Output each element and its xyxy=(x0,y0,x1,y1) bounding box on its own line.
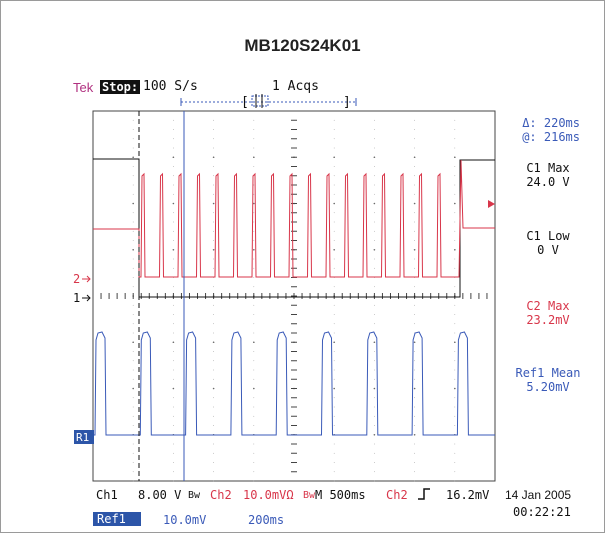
ch2-ground-marker[interactable]: 2 xyxy=(73,272,91,286)
ref1-time: 200ms xyxy=(248,513,285,527)
ch2-label[interactable]: Ch2 xyxy=(210,488,232,502)
date-display: 14 Jan 2005 xyxy=(505,488,572,502)
measurement-3-label: C2 Max xyxy=(526,299,570,313)
acquisition-state: Stop: xyxy=(100,80,141,94)
ch1-marker-label: 1 xyxy=(73,291,80,305)
measurement-4-value: 5.20mV xyxy=(526,380,570,394)
measurement-2-label: C1 Low xyxy=(526,229,570,243)
time-display: 00:22:21 xyxy=(513,505,571,519)
bw-limit-icon: Bw xyxy=(188,490,201,501)
svg-text:[: [ xyxy=(241,95,249,110)
ref1-label[interactable]: Ref1 xyxy=(93,512,141,526)
cursor-delta: Δ: 220ms xyxy=(522,116,580,130)
ch1-label[interactable]: Ch1 xyxy=(96,488,118,502)
graticule-center-ticks xyxy=(92,110,496,482)
ch1-trace xyxy=(93,158,495,298)
measurement-1-label: C1 Max xyxy=(526,161,570,175)
trigger-level[interactable]: 16.2mV xyxy=(446,488,490,502)
ref1-trace xyxy=(93,331,495,436)
ref1-scale: 10.0mV xyxy=(163,513,207,527)
trigger-level-arrow-icon[interactable] xyxy=(488,200,495,208)
ch1-ground-marker[interactable]: 1 xyxy=(73,291,91,305)
ch1-scale[interactable]: 8.00 V xyxy=(138,488,182,502)
ref1-ground-marker[interactable]: R1 xyxy=(74,430,94,444)
measurement-2-value: 0 V xyxy=(537,243,559,257)
brand-label: Tek xyxy=(73,80,94,95)
rising-edge-icon xyxy=(418,488,430,500)
ch2-scale[interactable]: 10.0mVΩ xyxy=(243,488,294,502)
timebase[interactable]: M 500ms xyxy=(315,488,366,502)
measurement-1-value: 24.0 V xyxy=(526,175,570,189)
acquisition-count: 1 Acqs xyxy=(272,79,319,94)
trigger-source[interactable]: Ch2 xyxy=(386,488,408,502)
record-bar: [ ] xyxy=(180,94,357,110)
measurement-3-value: 23.2mV xyxy=(526,313,570,327)
ref1-marker-label: R1 xyxy=(76,431,89,444)
plot-title: MB120S24K01 xyxy=(244,36,361,55)
cursor-position: @: 216ms xyxy=(522,130,580,144)
svg-text:]: ] xyxy=(343,95,351,110)
ch2-trace xyxy=(93,159,495,278)
measurement-4-label: Ref1 Mean xyxy=(515,366,581,380)
bw-limit-ch2-icon: Bw xyxy=(303,490,316,501)
ch2-marker-label: 2 xyxy=(73,272,80,286)
sample-rate: 100 S/s xyxy=(143,79,198,94)
